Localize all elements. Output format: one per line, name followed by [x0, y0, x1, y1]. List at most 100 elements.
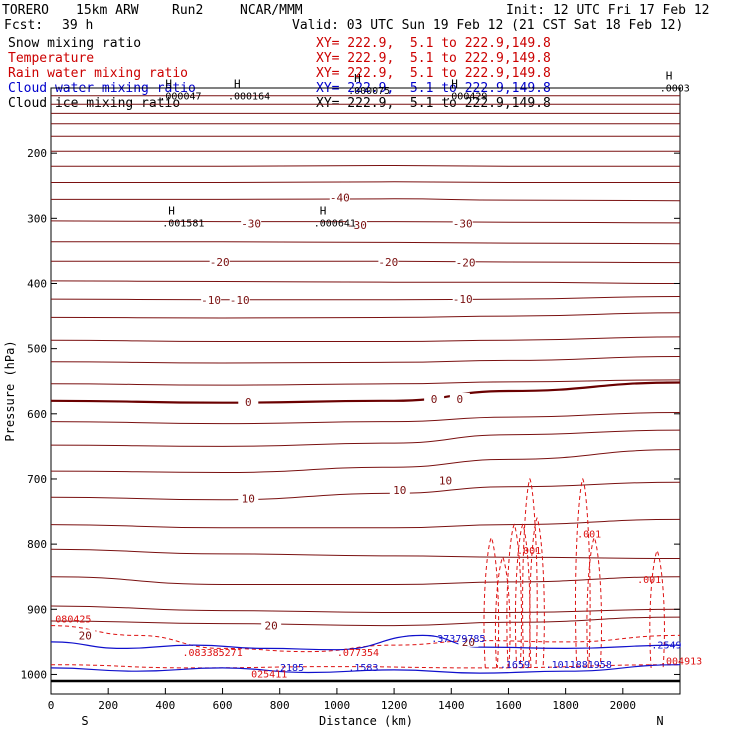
header-fcst-label: Fcst:: [4, 18, 44, 33]
contour-label-10: -10: [453, 293, 473, 306]
maximum-marker-6: H: [168, 204, 175, 217]
legend-temperature-label: Temperature: [8, 51, 95, 66]
contour-label-bg-11: [238, 396, 259, 408]
x-tick-label-1400: 1400: [438, 699, 465, 712]
hydrometeor-label-12: .1011881958: [546, 660, 612, 671]
maximum-value-1: .000047: [159, 91, 201, 102]
maximum-marker-2: H: [234, 77, 241, 90]
rain-band: [50, 625, 681, 653]
rain-plume-3: [506, 523, 522, 668]
legend-cloud-ice-label: Cloud ice mixing ratio: [8, 96, 181, 111]
plot-frame: [50, 87, 681, 695]
temperature-contour-8: [51, 181, 680, 184]
endpoint-south: S: [81, 714, 88, 728]
contour-label-2: -30: [241, 218, 261, 231]
hydrometeor-label-5: .083385271: [183, 648, 243, 659]
maximum-marker-5: H: [666, 69, 673, 82]
hydrometeor-label-1: .001: [517, 546, 541, 557]
hydrometeor-label-7: .37379785: [431, 634, 485, 645]
y-tick-label-800: 800: [27, 538, 47, 551]
legend-cloud-ice-xy: XY= 222.9, 5.1 to 222.9,149.8: [316, 96, 551, 111]
temperature-contour-7: [50, 164, 680, 167]
contour-label-15: 10: [393, 484, 406, 497]
temperature-contour-28: [50, 616, 681, 627]
contour-label-13: 0: [457, 393, 464, 406]
cloud-water-top: [50, 634, 681, 651]
header-run: Run2: [172, 3, 204, 18]
x-axis-title: Distance (km): [319, 714, 413, 728]
contour-label-7: -20: [456, 257, 476, 270]
header-center: NCAR/MMM: [240, 3, 303, 18]
temperature-contour-10: [50, 220, 681, 224]
contour-label-bg-2: [241, 217, 262, 229]
contour-label-bg-6: [378, 255, 399, 267]
maximum-value-4: .000429: [445, 91, 487, 102]
legend-snow-xy: XY= 222.9, 5.1 to 222.9,149.8: [316, 36, 551, 51]
contour-label-12: 0: [431, 393, 438, 406]
y-tick-label-300: 300: [27, 212, 47, 225]
maximum-value-3: .000075: [348, 86, 390, 97]
contour-label-bg-5: [209, 255, 230, 267]
contour-label-3: -30: [347, 219, 367, 232]
contour-label-bg-3: [346, 218, 367, 230]
maximum-marker-4: H: [451, 77, 458, 90]
legend-temperature-xy: XY= 222.9, 5.1 to 222.9,149.8: [316, 51, 551, 66]
header-fcst-value: 39 h: [62, 18, 94, 33]
maximum-value-6: .001581: [162, 218, 204, 229]
temperature-contour-23: [50, 481, 681, 501]
legend-rain-xy: XY= 222.9, 5.1 to 222.9,149.8: [316, 66, 551, 81]
rain-plume-4: [514, 523, 531, 668]
maximum-value-7: .000641: [314, 218, 356, 229]
temperature-contour-22: [50, 449, 681, 474]
endpoint-north: N: [656, 714, 663, 728]
header-init: Init: 12 UTC Fri 17 Feb 12: [506, 3, 710, 18]
hydrometeor-label-11: .1659: [500, 660, 530, 671]
contour-label-14: 10: [242, 493, 255, 506]
header-resolution: 15km ARW: [76, 3, 139, 18]
contour-labels: -40 -30 -30 -30 -20 -20 -20 -10 -10 -10 0 0 0 10 10 10 2…: [55, 69, 702, 680]
temperature-contour-12: [51, 260, 681, 264]
contour-label-8: -10: [201, 294, 221, 307]
contour-label-bg-9: [229, 293, 250, 305]
contour-label-18: 20: [79, 629, 92, 642]
header-valid: Valid: 03 UTC Sun 19 Feb 12 (21 CST Sat …: [292, 18, 684, 33]
x-tick-label-1200: 1200: [381, 699, 408, 712]
x-tick-label-0: 0: [48, 699, 55, 712]
y-tick-label-400: 400: [27, 277, 47, 290]
x-tick-label-400: 400: [155, 699, 175, 712]
contour-label-bg-17: [261, 619, 282, 631]
contour-label-16: 10: [439, 474, 452, 487]
temperature-contour-24: [50, 518, 681, 529]
maximum-value-2: .000164: [228, 91, 270, 102]
temperature-contour-16: [50, 336, 681, 343]
rain-plume-6: [529, 516, 545, 668]
rain-plume-9: [649, 549, 665, 668]
rain-plume-7: [574, 477, 591, 668]
contour-label-bg-12: [424, 392, 445, 404]
contour-label-1: -40: [330, 191, 350, 204]
x-tick-label-1600: 1600: [495, 699, 522, 712]
rain-plume-8: [586, 536, 603, 668]
x-tick-label-2000: 2000: [610, 699, 637, 712]
x-tick-label-600: 600: [213, 699, 233, 712]
contour-label-6: -20: [378, 256, 398, 269]
y-tick-label-200: 200: [27, 147, 47, 160]
temperature-contours: [50, 95, 681, 683]
y-axis-title: Pressure (hPa): [3, 340, 17, 441]
legend-rain-label: Rain water mixing ratio: [8, 66, 189, 81]
y-tick-label-1000: 1000: [21, 668, 48, 681]
temperature-contour-11: [51, 241, 681, 245]
cloud-water-bottom: [50, 664, 681, 674]
temperature-contour-9: [51, 198, 681, 202]
temperature-contour-19: [50, 381, 681, 404]
hydrometeor-label-9: 025411: [251, 670, 287, 681]
rain-plume-5: [522, 477, 538, 668]
contour-label-bg-16: [435, 474, 456, 486]
contour-label-bg-10: [452, 293, 473, 305]
x-tick-label-200: 200: [98, 699, 118, 712]
x-tick-label-1000: 1000: [324, 699, 351, 712]
hydrometeor-label-2: .001: [577, 530, 601, 541]
maximum-marker-3: H: [354, 72, 361, 85]
hydrometeor-label-3: .001: [637, 575, 661, 586]
